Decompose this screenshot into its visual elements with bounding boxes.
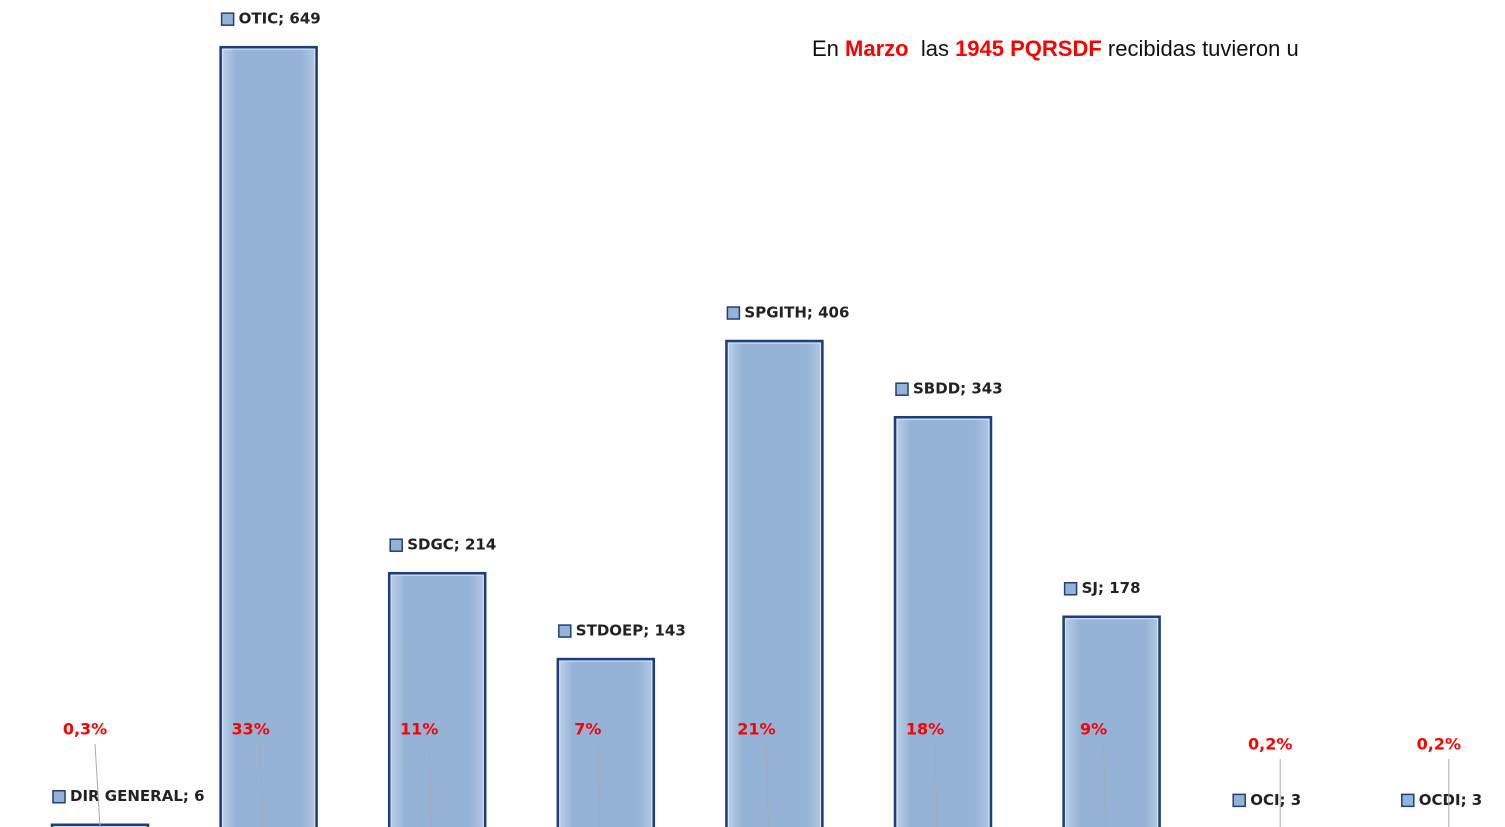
bar-shine — [1065, 618, 1159, 827]
percent-label: 7% — [574, 720, 601, 739]
bar-shine — [222, 48, 316, 827]
legend-key — [726, 306, 741, 320]
leader-line — [765, 743, 769, 827]
title-part: recibidas tuvieron u — [1102, 36, 1299, 61]
data-label: OTIC; 649 — [239, 10, 321, 28]
legend-key — [895, 382, 909, 396]
data-label: SDGC; 214 — [407, 536, 496, 554]
leader-line — [428, 743, 432, 827]
bar-shine — [727, 342, 821, 827]
legend-key — [220, 12, 235, 26]
bar-shine — [896, 418, 990, 827]
legend-key — [1063, 581, 1078, 596]
percent-label: 33% — [231, 720, 269, 739]
percent-label: 0,2% — [1417, 735, 1461, 754]
bar-shine — [390, 574, 484, 827]
title-part: 1945 PQRSDF — [955, 36, 1102, 61]
data-label: OCDI; 3 — [1419, 791, 1482, 809]
data-label: SJ; 178 — [1082, 579, 1141, 597]
leader-line — [597, 743, 601, 827]
data-label: OCI; 3 — [1250, 791, 1301, 809]
legend-key — [389, 538, 403, 552]
title-part: Marzo — [845, 36, 909, 61]
title-part: las — [909, 36, 955, 61]
percent-label: 18% — [906, 720, 944, 739]
legend-key — [1232, 793, 1246, 808]
leader-line — [1103, 743, 1107, 827]
legend-key — [52, 789, 66, 804]
percent-label: 11% — [400, 720, 438, 739]
percent-label: 0,3% — [63, 720, 107, 739]
legend-key — [558, 624, 572, 638]
data-label: DIR GENERAL; 6 — [70, 787, 205, 805]
title-part: En — [812, 36, 845, 61]
data-label: SBDD; 343 — [913, 380, 1003, 398]
percent-label: 21% — [737, 720, 775, 739]
leader-line — [94, 743, 101, 827]
percent-label: 9% — [1080, 720, 1107, 739]
leader-line — [934, 743, 938, 827]
percent-label: 0,2% — [1248, 735, 1292, 754]
leader-line — [260, 743, 264, 827]
chart-title: En Marzo las 1945 PQRSDF recibidas tuvie… — [812, 36, 1299, 61]
legend-key — [1401, 793, 1415, 808]
data-label: SPGITH; 406 — [744, 304, 849, 322]
data-label: STDOEP; 143 — [576, 622, 686, 640]
bar-shine — [559, 660, 653, 827]
